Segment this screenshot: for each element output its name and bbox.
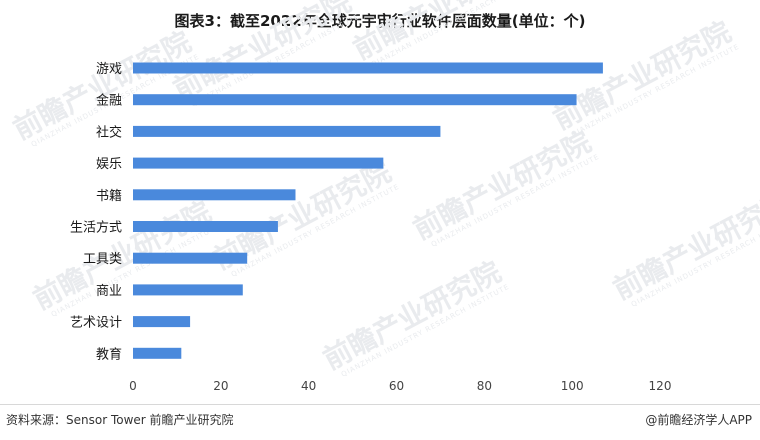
x-tick-label: 0 bbox=[129, 379, 137, 393]
x-tick-label: 100 bbox=[561, 379, 584, 393]
watermark-text: 前瞻产业研究院 bbox=[348, 0, 537, 66]
category-label: 商业 bbox=[96, 284, 122, 299]
watermark-text: 前瞻产业研究院 bbox=[548, 15, 737, 136]
bar-5 bbox=[133, 189, 296, 201]
x-tick-label: 40 bbox=[301, 379, 316, 393]
watermark-text: 前瞻产业研究院 bbox=[318, 255, 507, 376]
x-axis-ticks: 0 20 40 60 80 100 120 bbox=[129, 379, 671, 393]
bar-3 bbox=[133, 125, 441, 137]
category-label: 生活方式 bbox=[70, 220, 122, 236]
x-tick-label: 20 bbox=[213, 379, 228, 393]
category-label: 游戏 bbox=[96, 62, 122, 77]
bar-4 bbox=[133, 157, 384, 169]
category-label: 教育 bbox=[96, 346, 122, 362]
brand-mark: @前瞻经济学人APP bbox=[645, 413, 752, 427]
bar-2 bbox=[133, 94, 577, 106]
category-label: 书籍 bbox=[96, 188, 122, 204]
category-label: 社交 bbox=[96, 124, 122, 140]
chart-title: 图表3：截至2022年全球元宇宙行业软件层面数量(单位：个) bbox=[174, 12, 586, 30]
category-label: 工具类 bbox=[83, 252, 122, 267]
bar-7 bbox=[133, 252, 248, 264]
bar-9 bbox=[133, 316, 191, 328]
category-label: 艺术设计 bbox=[70, 316, 122, 331]
x-tick-label: 60 bbox=[389, 379, 404, 393]
category-label: 金融 bbox=[96, 93, 122, 109]
bar-8 bbox=[133, 284, 243, 296]
bars-group bbox=[133, 62, 603, 359]
source-note: 资料来源：Sensor Tower 前瞻产业研究院 bbox=[6, 413, 234, 427]
bar-1 bbox=[133, 62, 603, 74]
bar-6 bbox=[133, 221, 278, 232]
bar-10 bbox=[133, 347, 182, 359]
x-tick-label: 120 bbox=[649, 379, 672, 393]
footer: 资料来源：Sensor Tower 前瞻产业研究院 @前瞻经济学人APP bbox=[0, 404, 760, 440]
category-label: 娱乐 bbox=[96, 157, 122, 172]
x-tick-label: 80 bbox=[477, 379, 492, 393]
watermark-text: 前瞻产业研究院 bbox=[408, 125, 597, 246]
